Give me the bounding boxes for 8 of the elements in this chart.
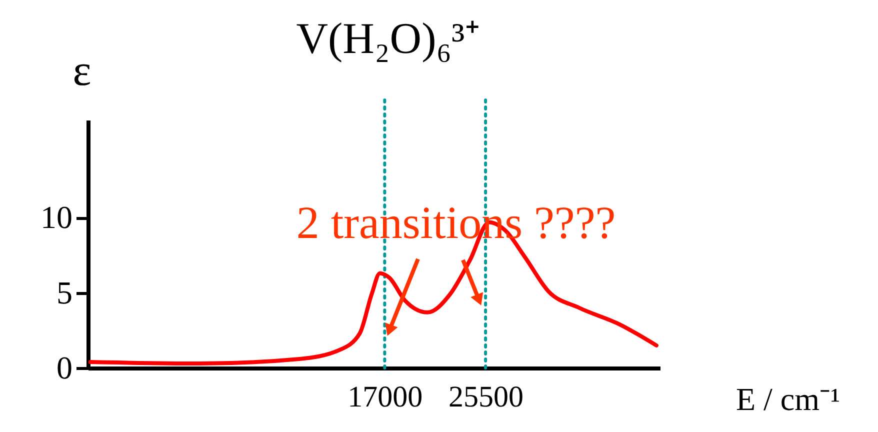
x-tick-label: 25500: [448, 380, 524, 414]
y-tick-label: 5: [56, 274, 72, 310]
x-tick-label: 17000: [348, 380, 423, 414]
y-axis-title: ε: [72, 46, 92, 95]
x-axis-title: E / cm⁻¹: [736, 381, 840, 417]
y-tick-label: 10: [40, 199, 72, 236]
chart-title: V(H₂O)₆³⁺: [296, 14, 480, 63]
y-tick-label: 0: [56, 350, 72, 386]
